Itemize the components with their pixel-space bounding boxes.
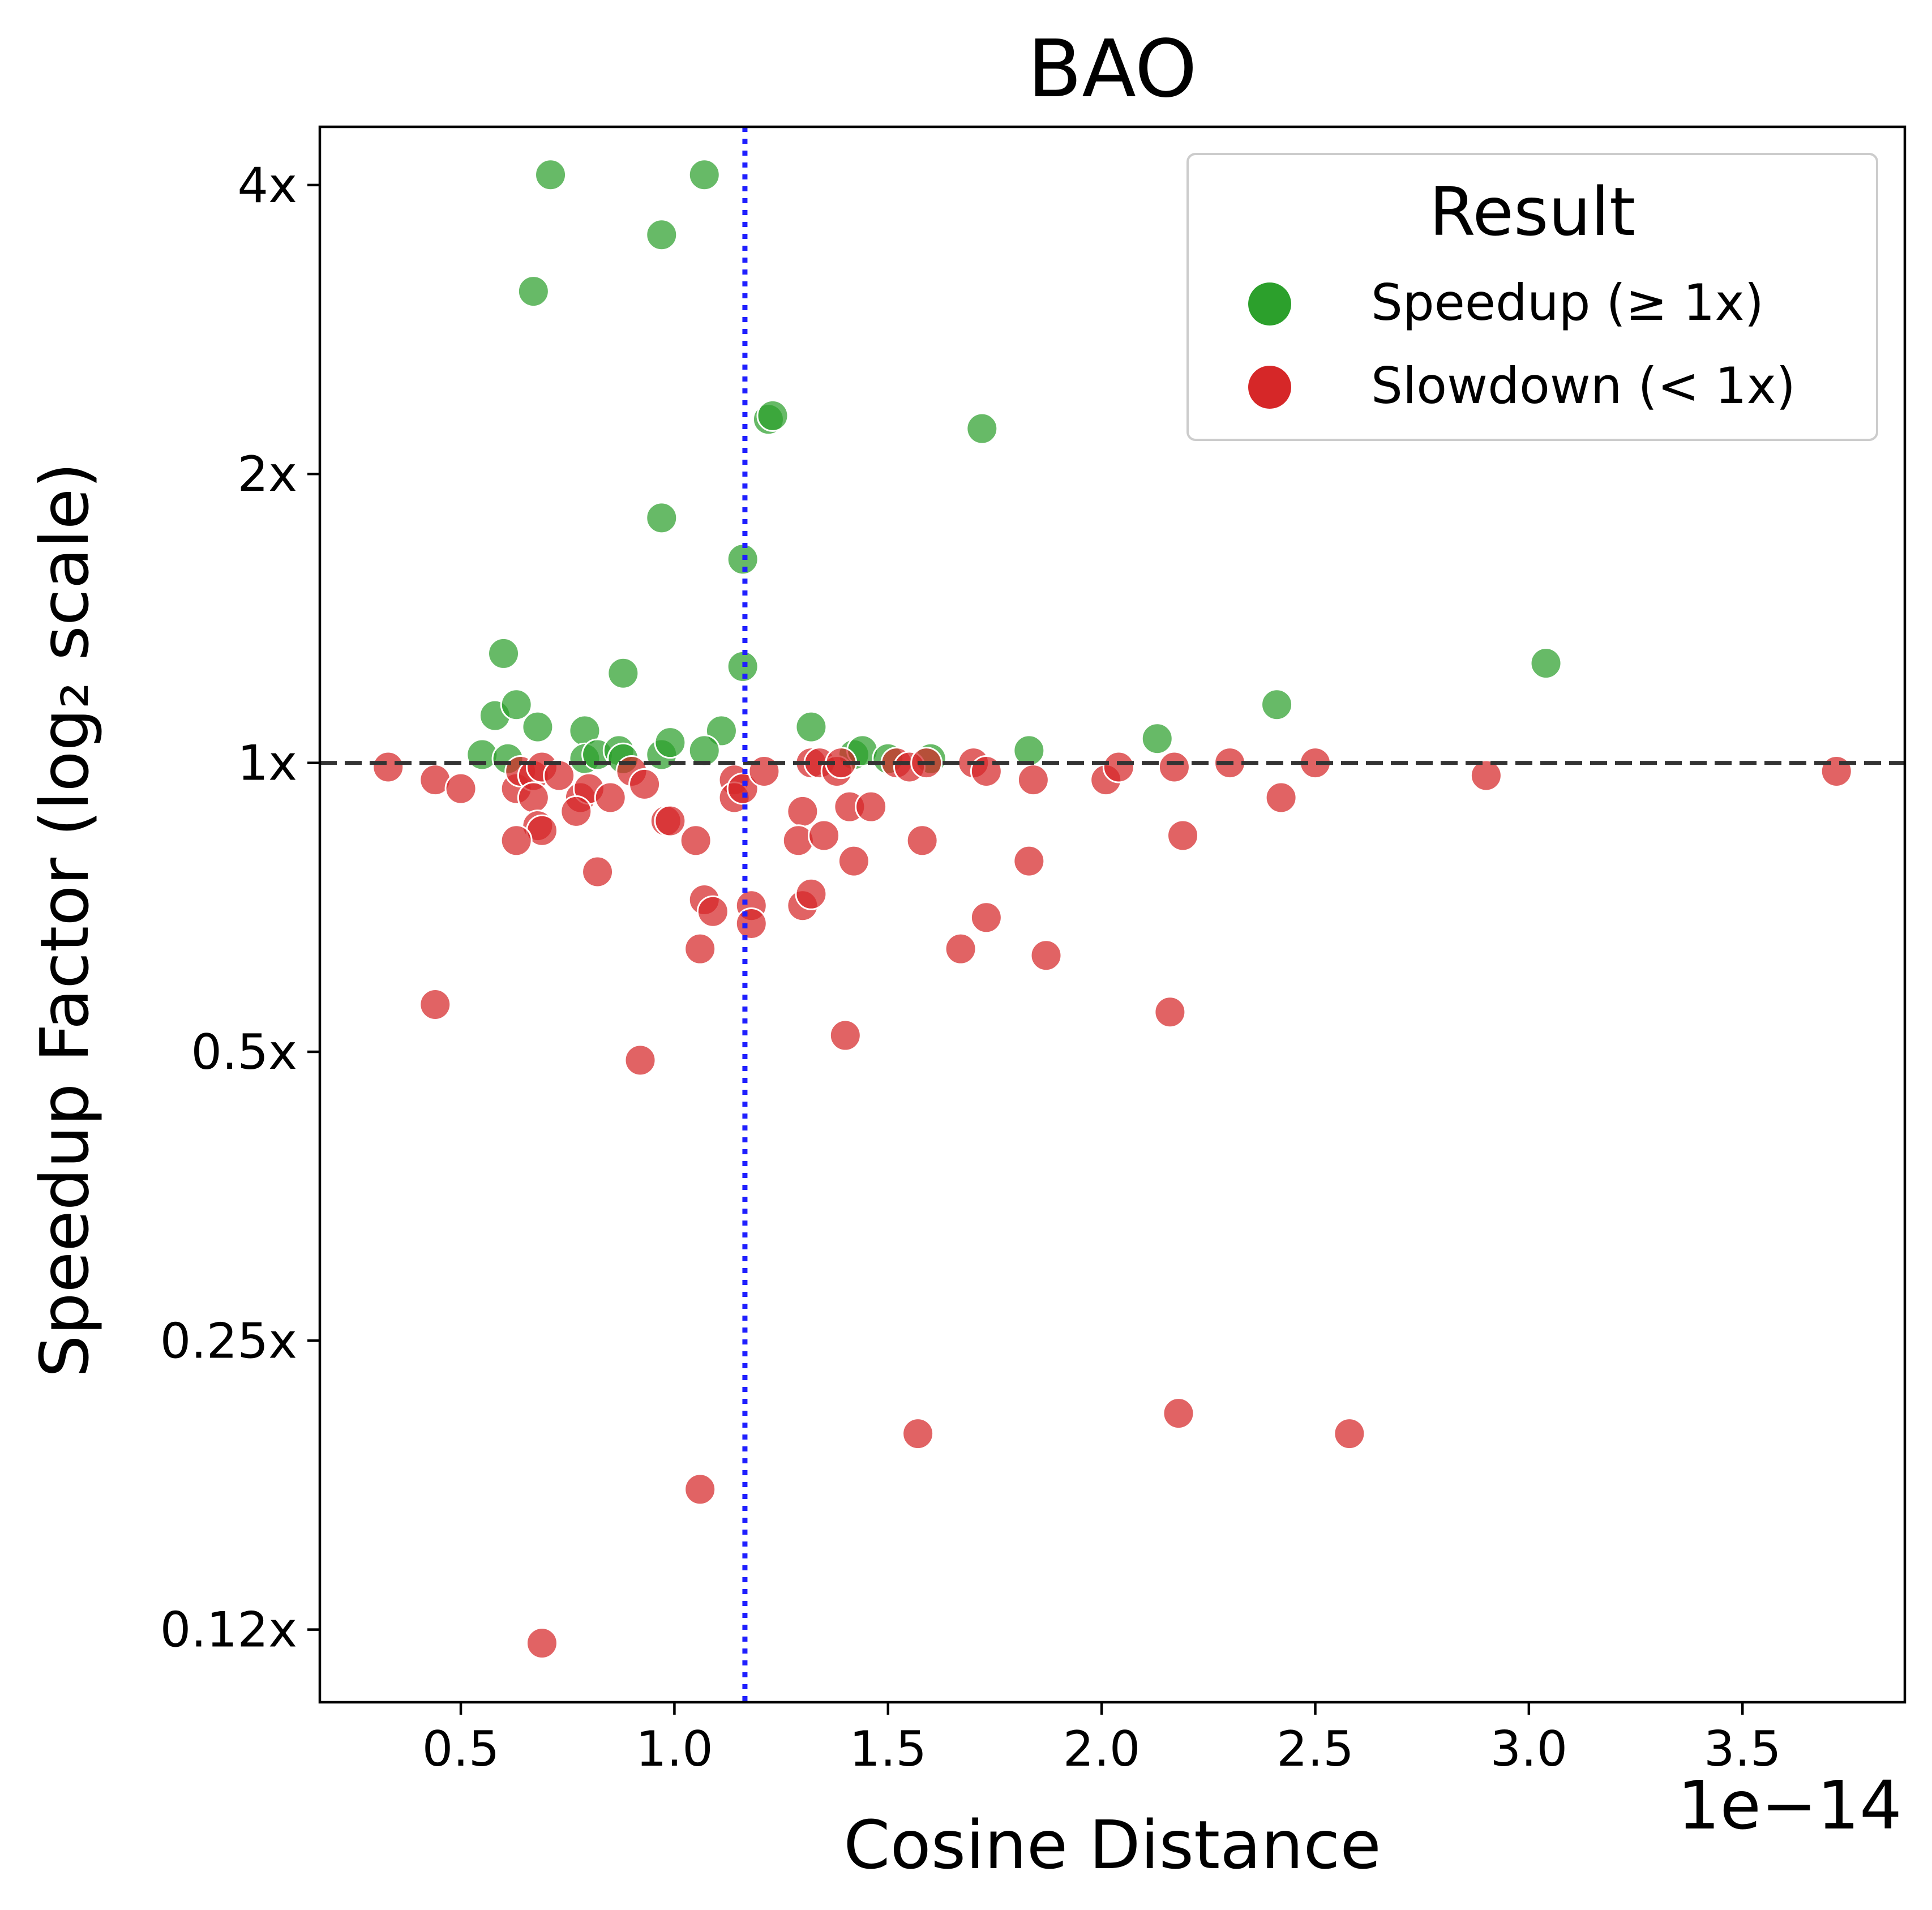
data-point bbox=[517, 275, 550, 308]
x-axis-ticks: 0.5 1.0 1.5 2.0 2.5 3.0 3.5 bbox=[422, 1702, 1781, 1778]
data-point bbox=[966, 412, 999, 445]
data-point bbox=[594, 781, 627, 814]
data-point bbox=[521, 710, 554, 743]
data-point bbox=[906, 824, 939, 857]
y-tick-label: 1x bbox=[237, 735, 297, 792]
data-point bbox=[1261, 688, 1293, 721]
data-point bbox=[560, 795, 593, 828]
data-point bbox=[855, 790, 888, 823]
x-tick-label: 3.5 bbox=[1704, 1721, 1781, 1778]
data-point bbox=[944, 932, 977, 965]
chart-title: BAO bbox=[1027, 23, 1197, 115]
data-point bbox=[624, 1044, 657, 1077]
data-point bbox=[500, 824, 533, 857]
y-tick-label: 0.5x bbox=[191, 1024, 297, 1081]
data-point bbox=[645, 502, 678, 534]
data-point bbox=[1102, 751, 1135, 783]
legend-marker-slowdown bbox=[1248, 366, 1291, 409]
x-offset-label: 1e−14 bbox=[1677, 1766, 1902, 1844]
data-point bbox=[581, 855, 614, 888]
data-point bbox=[1167, 819, 1200, 852]
data-point bbox=[684, 1473, 717, 1506]
x-axis-label: Cosine Distance bbox=[843, 1806, 1381, 1884]
data-point bbox=[696, 895, 729, 928]
data-point bbox=[1470, 759, 1502, 792]
legend-label-slowdown: Slowdown (< 1x) bbox=[1371, 357, 1796, 415]
data-point bbox=[500, 688, 533, 721]
legend-label-speedup: Speedup (≥ 1x) bbox=[1371, 273, 1764, 332]
data-point bbox=[684, 932, 717, 965]
data-point bbox=[1265, 781, 1297, 814]
data-point bbox=[1820, 755, 1853, 787]
data-point bbox=[534, 159, 567, 191]
data-point bbox=[628, 768, 661, 800]
data-point bbox=[487, 637, 520, 670]
data-point bbox=[808, 819, 841, 852]
data-point bbox=[735, 907, 768, 940]
data-point bbox=[688, 159, 721, 191]
data-point bbox=[679, 824, 712, 857]
y-tick-label: 0.25x bbox=[160, 1313, 297, 1369]
data-point bbox=[525, 1627, 558, 1660]
data-point bbox=[795, 877, 828, 910]
data-point bbox=[1154, 996, 1186, 1029]
data-point bbox=[419, 988, 452, 1021]
data-point bbox=[444, 772, 477, 805]
legend-title: Result bbox=[1429, 173, 1636, 251]
data-point bbox=[1030, 939, 1063, 972]
data-point bbox=[1141, 722, 1173, 755]
data-point bbox=[756, 399, 789, 432]
y-tick-label: 2x bbox=[237, 446, 297, 503]
data-point bbox=[654, 726, 687, 759]
x-tick-label: 2.0 bbox=[1063, 1721, 1141, 1778]
reference-lines bbox=[320, 127, 1905, 1702]
y-axis-label: Speedup Factor (log₂ scale) bbox=[25, 462, 104, 1378]
data-point bbox=[1333, 1417, 1366, 1450]
plot-frame bbox=[318, 125, 1907, 1704]
x-tick-label: 0.5 bbox=[422, 1721, 500, 1778]
data-point bbox=[372, 751, 405, 783]
x-tick-label: 2.5 bbox=[1276, 1721, 1354, 1778]
data-point bbox=[1158, 751, 1190, 783]
data-point bbox=[970, 755, 1003, 787]
data-point bbox=[543, 759, 576, 792]
data-point bbox=[748, 755, 781, 787]
y-axis-ticks: 0.12x 0.25x 0.5x 1x 2x 4x bbox=[160, 157, 320, 1659]
legend-marker-speedup bbox=[1248, 282, 1291, 326]
data-point bbox=[1162, 1397, 1195, 1430]
data-point bbox=[645, 219, 678, 251]
data-point bbox=[688, 734, 721, 767]
data-point bbox=[902, 1417, 935, 1450]
data-point bbox=[517, 781, 550, 814]
data-point bbox=[786, 795, 819, 828]
x-tick-label: 1.5 bbox=[849, 1721, 927, 1778]
series-slowdown bbox=[372, 747, 1853, 1660]
x-tick-label: 1.0 bbox=[636, 1721, 713, 1778]
legend: Result Speedup (≥ 1x) Slowdown (< 1x) bbox=[1186, 153, 1878, 441]
data-point bbox=[829, 1019, 862, 1052]
data-point bbox=[837, 845, 870, 877]
data-point bbox=[1530, 647, 1562, 680]
legend-box bbox=[1186, 153, 1878, 441]
x-tick-label: 3.0 bbox=[1490, 1721, 1567, 1778]
data-point bbox=[607, 657, 640, 690]
y-tick-label: 0.12x bbox=[160, 1602, 297, 1659]
plot-area bbox=[372, 159, 1853, 1660]
data-point bbox=[1017, 764, 1049, 796]
y-tick-label: 4x bbox=[237, 157, 297, 214]
data-point bbox=[795, 710, 828, 743]
data-point bbox=[1013, 845, 1046, 877]
data-point bbox=[970, 901, 1003, 934]
data-point bbox=[654, 804, 687, 837]
